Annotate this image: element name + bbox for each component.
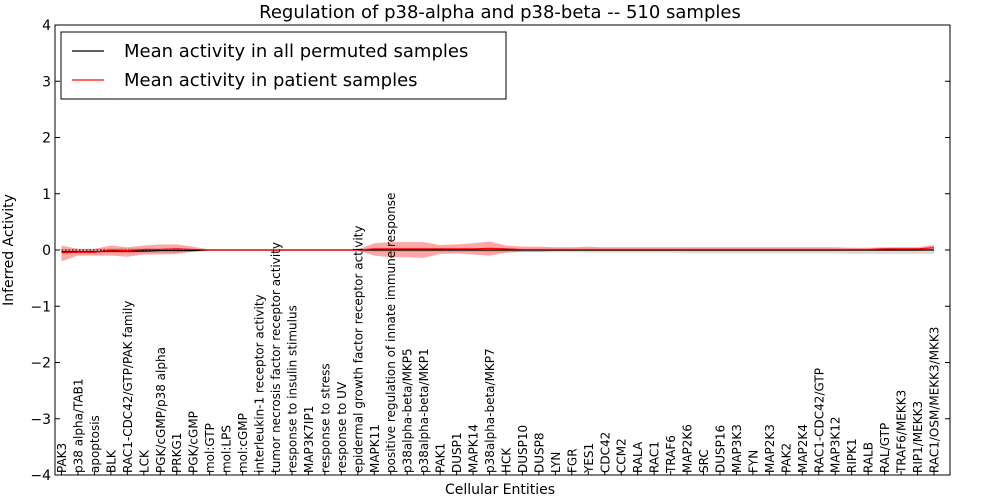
x-tick-label: MAP3K3 bbox=[730, 424, 744, 473]
x-tick-label: SRC bbox=[697, 449, 711, 473]
x-tick-label: p38alpha-beta/MKP5 bbox=[401, 348, 415, 473]
x-axis: PAK3 p38 alpha/TAB1 apoptosis BLK RAC1-CDC42… bbox=[55, 193, 942, 475]
x-tick-label: MAP3K12 bbox=[829, 416, 843, 473]
x-tick-label: PAK1 bbox=[434, 443, 448, 473]
legend: Mean activity in all permuted samples Mea… bbox=[60, 31, 507, 100]
x-tick-label: mol:cGMP bbox=[236, 413, 250, 473]
y-tick-label: 4 bbox=[42, 18, 51, 34]
x-tick-label: tumor necrosis factor receptor activity bbox=[269, 242, 283, 473]
y-tick-label: −3 bbox=[30, 412, 51, 428]
x-tick-label: p38alpha-beta/MKP1 bbox=[417, 348, 431, 473]
x-tick-label: response to stress bbox=[318, 363, 332, 473]
x-tick-label: PGK/cGMP bbox=[187, 411, 201, 473]
x-tick-label: RAC1 bbox=[648, 441, 662, 473]
x-tick-label: BLK bbox=[104, 449, 118, 473]
chart-title: Regulation of p38-alpha and p38-beta -- … bbox=[259, 2, 741, 23]
x-tick-label: FGR bbox=[565, 448, 579, 473]
x-tick-label: PRKG1 bbox=[170, 433, 184, 473]
x-tick-label: MAPK11 bbox=[368, 424, 382, 473]
x-tick-label: LCK bbox=[137, 449, 151, 473]
series-band-2 bbox=[61, 241, 934, 262]
y-tick-label: −2 bbox=[30, 356, 51, 372]
x-tick-label: RAC1-CDC42/GTP/PAK family bbox=[121, 301, 135, 473]
y-tick-label: 0 bbox=[42, 243, 51, 259]
legend-box bbox=[60, 31, 507, 100]
y-axis-label: Inferred Activity bbox=[1, 194, 17, 306]
x-tick-label: DUSP8 bbox=[532, 432, 546, 473]
series-line-2 bbox=[61, 247, 935, 254]
series-lines bbox=[61, 247, 935, 254]
x-tick-label: PAK2 bbox=[779, 443, 793, 473]
x-tick-label: HCK bbox=[499, 447, 513, 473]
x-tick-label: LYN bbox=[549, 452, 563, 473]
y-axis: 4 3 2 1 0 −1 −2 −3 −4 bbox=[30, 18, 950, 484]
x-tick-label: MAP2K6 bbox=[681, 424, 695, 473]
x-tick-label: RAC1-CDC42/GTP bbox=[812, 368, 826, 473]
x-tick-label: MAPK14 bbox=[467, 424, 481, 473]
x-tick-label: FYN bbox=[746, 450, 760, 473]
x-tick-label: mol:LPS bbox=[220, 425, 234, 473]
y-tick-label: −4 bbox=[30, 468, 51, 484]
x-tick-label: YES1 bbox=[582, 443, 596, 474]
x-tick-label: DUSP16 bbox=[713, 425, 727, 473]
x-tick-label: interleukin-1 receptor activity bbox=[253, 294, 267, 473]
x-tick-label: RIPK1 bbox=[845, 438, 859, 473]
x-tick-label: response to UV bbox=[335, 381, 349, 473]
x-tick-label: CDC42 bbox=[598, 432, 612, 473]
x-tick-label: epidermal growth factor receptor activit… bbox=[351, 226, 365, 473]
y-tick-label: −1 bbox=[30, 299, 51, 315]
x-tick-label: PAK3 bbox=[55, 443, 69, 473]
x-tick-label: positive regulation of innate immune res… bbox=[384, 193, 398, 473]
y-tick-label: 2 bbox=[42, 131, 51, 147]
x-tick-label: MAP3K7IP1 bbox=[302, 406, 316, 473]
x-axis-label: Cellular Entities bbox=[445, 482, 555, 498]
x-tick-label: RALB bbox=[862, 442, 876, 473]
x-tick-label: PGK/cGMP/p38 alpha bbox=[154, 347, 168, 473]
legend-entry-2: Mean activity in patient samples bbox=[124, 70, 418, 91]
y-tick-label: 1 bbox=[42, 187, 51, 203]
x-tick-label: DUSP1 bbox=[450, 432, 464, 473]
x-tick-label: RALA bbox=[631, 441, 645, 473]
x-tick-label: p38 alpha/TAB1 bbox=[71, 379, 85, 473]
x-tick-label: CCM2 bbox=[615, 438, 629, 473]
x-tick-label: RAC1/OSM/MEKK3/MKK3 bbox=[928, 327, 942, 473]
x-tick-label: mol:GTP bbox=[203, 423, 217, 473]
x-tick-label: MAP2K4 bbox=[796, 424, 810, 473]
x-tick-label: p38alpha-beta/MKP7 bbox=[483, 348, 497, 473]
x-tick-label: RIP1/MEKK3 bbox=[911, 401, 925, 473]
x-tick-label: TRAF6 bbox=[664, 435, 678, 474]
x-tick-label: MAP2K3 bbox=[763, 424, 777, 473]
x-tick-label: RAL/GTP bbox=[878, 423, 892, 473]
x-tick-label: response to insulin stimulus bbox=[285, 305, 299, 473]
y-tick-label: 3 bbox=[42, 74, 51, 90]
x-tick-label: TRAF6/MEKK3 bbox=[895, 390, 909, 474]
legend-entry-1: Mean activity in all permuted samples bbox=[124, 41, 468, 62]
x-tick-label: DUSP10 bbox=[516, 425, 530, 473]
x-tick-label: apoptosis bbox=[88, 415, 102, 473]
